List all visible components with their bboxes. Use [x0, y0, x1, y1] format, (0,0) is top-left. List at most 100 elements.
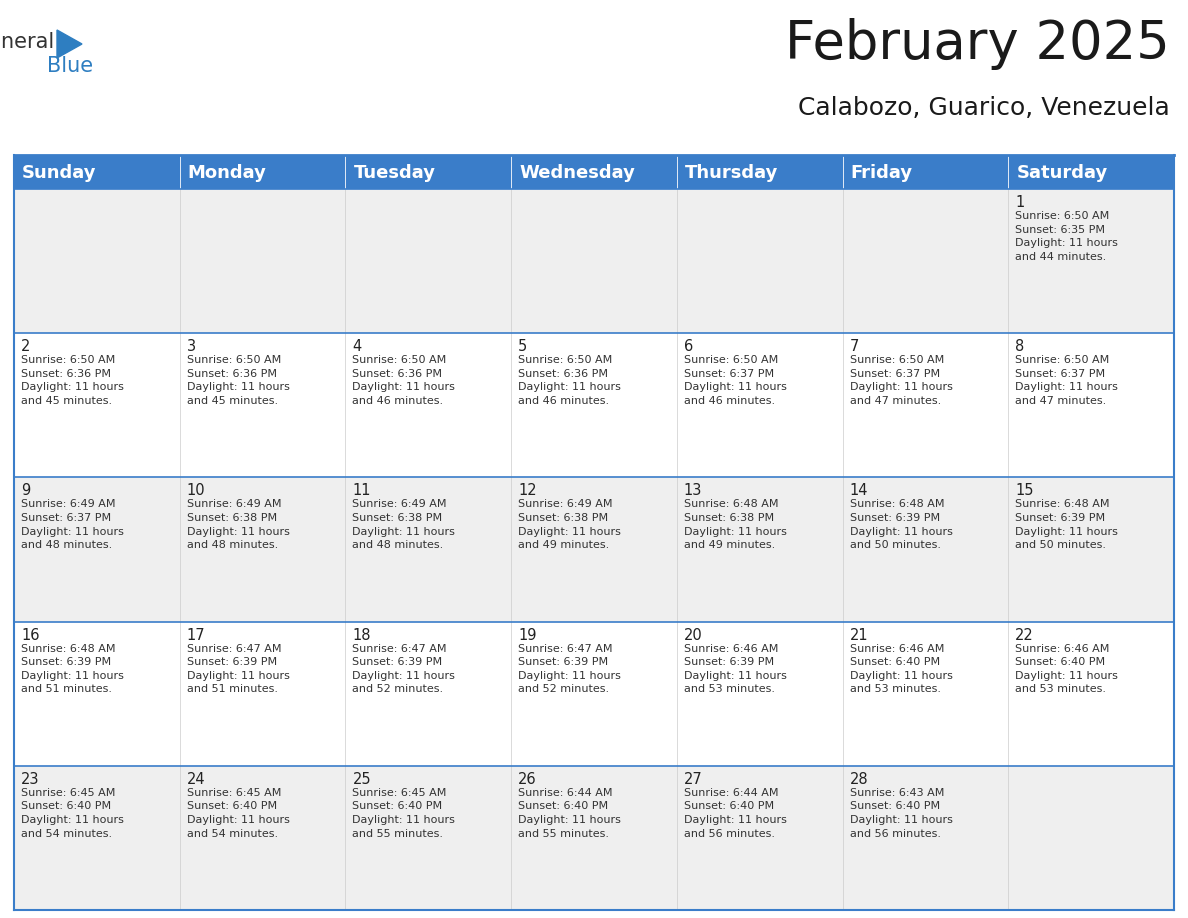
Bar	[677, 189, 842, 333]
Text: 28: 28	[849, 772, 868, 787]
Bar	[842, 621, 1009, 766]
Bar	[1009, 766, 1174, 910]
Text: Friday: Friday	[851, 164, 912, 182]
Text: Sunrise: 6:49 AM
Sunset: 6:37 PM
Daylight: 11 hours
and 48 minutes.: Sunrise: 6:49 AM Sunset: 6:37 PM Dayligh…	[21, 499, 124, 550]
Bar	[842, 333, 1009, 477]
Text: Sunrise: 6:48 AM
Sunset: 6:38 PM
Daylight: 11 hours
and 49 minutes.: Sunrise: 6:48 AM Sunset: 6:38 PM Dayligh…	[684, 499, 786, 550]
Bar	[511, 477, 677, 621]
Bar	[346, 189, 511, 333]
Bar	[346, 621, 511, 766]
Bar	[842, 155, 1009, 189]
Bar	[1009, 189, 1174, 333]
Bar	[14, 621, 179, 766]
Bar	[346, 477, 511, 621]
Text: Sunrise: 6:44 AM
Sunset: 6:40 PM
Daylight: 11 hours
and 56 minutes.: Sunrise: 6:44 AM Sunset: 6:40 PM Dayligh…	[684, 788, 786, 839]
Bar	[1009, 621, 1174, 766]
Text: 2: 2	[21, 339, 31, 354]
Text: 20: 20	[684, 628, 702, 643]
Text: 7: 7	[849, 339, 859, 354]
Text: 27: 27	[684, 772, 702, 787]
Bar	[14, 333, 179, 477]
Bar	[346, 155, 511, 189]
Text: Sunrise: 6:45 AM
Sunset: 6:40 PM
Daylight: 11 hours
and 54 minutes.: Sunrise: 6:45 AM Sunset: 6:40 PM Dayligh…	[187, 788, 290, 839]
Text: 13: 13	[684, 484, 702, 498]
Text: Wednesday: Wednesday	[519, 164, 636, 182]
Text: 4: 4	[353, 339, 361, 354]
Bar	[14, 766, 179, 910]
Text: Blue: Blue	[48, 56, 93, 76]
Text: 12: 12	[518, 484, 537, 498]
Text: Sunrise: 6:46 AM
Sunset: 6:40 PM
Daylight: 11 hours
and 53 minutes.: Sunrise: 6:46 AM Sunset: 6:40 PM Dayligh…	[849, 644, 953, 694]
Text: Sunrise: 6:50 AM
Sunset: 6:37 PM
Daylight: 11 hours
and 47 minutes.: Sunrise: 6:50 AM Sunset: 6:37 PM Dayligh…	[849, 355, 953, 406]
Text: Sunrise: 6:48 AM
Sunset: 6:39 PM
Daylight: 11 hours
and 50 minutes.: Sunrise: 6:48 AM Sunset: 6:39 PM Dayligh…	[1016, 499, 1118, 550]
Text: Sunrise: 6:45 AM
Sunset: 6:40 PM
Daylight: 11 hours
and 54 minutes.: Sunrise: 6:45 AM Sunset: 6:40 PM Dayligh…	[21, 788, 124, 839]
Text: Sunrise: 6:48 AM
Sunset: 6:39 PM
Daylight: 11 hours
and 50 minutes.: Sunrise: 6:48 AM Sunset: 6:39 PM Dayligh…	[849, 499, 953, 550]
Text: Sunrise: 6:47 AM
Sunset: 6:39 PM
Daylight: 11 hours
and 51 minutes.: Sunrise: 6:47 AM Sunset: 6:39 PM Dayligh…	[187, 644, 290, 694]
Bar	[511, 189, 677, 333]
Text: 21: 21	[849, 628, 868, 643]
Bar	[842, 189, 1009, 333]
Bar	[179, 155, 346, 189]
Bar	[677, 333, 842, 477]
Text: 1: 1	[1016, 195, 1024, 210]
Bar	[511, 621, 677, 766]
Text: 5: 5	[518, 339, 527, 354]
Text: Thursday: Thursday	[684, 164, 778, 182]
Text: Sunrise: 6:49 AM
Sunset: 6:38 PM
Daylight: 11 hours
and 49 minutes.: Sunrise: 6:49 AM Sunset: 6:38 PM Dayligh…	[518, 499, 621, 550]
Text: Monday: Monday	[188, 164, 266, 182]
Text: 9: 9	[21, 484, 30, 498]
Bar	[511, 155, 677, 189]
Text: 23: 23	[21, 772, 39, 787]
Text: Calabozo, Guarico, Venezuela: Calabozo, Guarico, Venezuela	[798, 96, 1170, 120]
Text: 11: 11	[353, 484, 371, 498]
Bar	[842, 477, 1009, 621]
Bar	[14, 155, 179, 189]
Text: Tuesday: Tuesday	[353, 164, 436, 182]
Text: 6: 6	[684, 339, 693, 354]
Text: 3: 3	[187, 339, 196, 354]
Bar	[1009, 477, 1174, 621]
Bar	[346, 333, 511, 477]
Text: 15: 15	[1016, 484, 1034, 498]
Text: Sunrise: 6:50 AM
Sunset: 6:36 PM
Daylight: 11 hours
and 46 minutes.: Sunrise: 6:50 AM Sunset: 6:36 PM Dayligh…	[518, 355, 621, 406]
Bar	[346, 766, 511, 910]
Bar	[842, 766, 1009, 910]
Text: 17: 17	[187, 628, 206, 643]
Text: Sunrise: 6:46 AM
Sunset: 6:39 PM
Daylight: 11 hours
and 53 minutes.: Sunrise: 6:46 AM Sunset: 6:39 PM Dayligh…	[684, 644, 786, 694]
Text: Sunrise: 6:50 AM
Sunset: 6:36 PM
Daylight: 11 hours
and 45 minutes.: Sunrise: 6:50 AM Sunset: 6:36 PM Dayligh…	[187, 355, 290, 406]
Text: 25: 25	[353, 772, 371, 787]
Text: 18: 18	[353, 628, 371, 643]
Text: Sunrise: 6:43 AM
Sunset: 6:40 PM
Daylight: 11 hours
and 56 minutes.: Sunrise: 6:43 AM Sunset: 6:40 PM Dayligh…	[849, 788, 953, 839]
Text: Sunrise: 6:46 AM
Sunset: 6:40 PM
Daylight: 11 hours
and 53 minutes.: Sunrise: 6:46 AM Sunset: 6:40 PM Dayligh…	[1016, 644, 1118, 694]
Text: Sunrise: 6:50 AM
Sunset: 6:36 PM
Daylight: 11 hours
and 46 minutes.: Sunrise: 6:50 AM Sunset: 6:36 PM Dayligh…	[353, 355, 455, 406]
Bar	[677, 155, 842, 189]
Bar	[179, 621, 346, 766]
Bar	[14, 477, 179, 621]
Text: Sunrise: 6:47 AM
Sunset: 6:39 PM
Daylight: 11 hours
and 52 minutes.: Sunrise: 6:47 AM Sunset: 6:39 PM Dayligh…	[353, 644, 455, 694]
Text: Sunrise: 6:49 AM
Sunset: 6:38 PM
Daylight: 11 hours
and 48 minutes.: Sunrise: 6:49 AM Sunset: 6:38 PM Dayligh…	[187, 499, 290, 550]
Text: Sunday: Sunday	[23, 164, 96, 182]
Bar	[1009, 155, 1174, 189]
Bar	[14, 189, 179, 333]
Bar	[511, 333, 677, 477]
Text: 16: 16	[21, 628, 39, 643]
Bar	[179, 189, 346, 333]
Text: Sunrise: 6:45 AM
Sunset: 6:40 PM
Daylight: 11 hours
and 55 minutes.: Sunrise: 6:45 AM Sunset: 6:40 PM Dayligh…	[353, 788, 455, 839]
Bar	[677, 766, 842, 910]
Text: February 2025: February 2025	[785, 18, 1170, 70]
Bar	[677, 477, 842, 621]
Bar	[511, 766, 677, 910]
Text: Sunrise: 6:50 AM
Sunset: 6:36 PM
Daylight: 11 hours
and 45 minutes.: Sunrise: 6:50 AM Sunset: 6:36 PM Dayligh…	[21, 355, 124, 406]
Bar	[179, 333, 346, 477]
Text: Saturday: Saturday	[1016, 164, 1107, 182]
Text: Sunrise: 6:44 AM
Sunset: 6:40 PM
Daylight: 11 hours
and 55 minutes.: Sunrise: 6:44 AM Sunset: 6:40 PM Dayligh…	[518, 788, 621, 839]
Text: 22: 22	[1016, 628, 1034, 643]
Text: 10: 10	[187, 484, 206, 498]
Text: Sunrise: 6:48 AM
Sunset: 6:39 PM
Daylight: 11 hours
and 51 minutes.: Sunrise: 6:48 AM Sunset: 6:39 PM Dayligh…	[21, 644, 124, 694]
Bar	[677, 621, 842, 766]
Text: General: General	[0, 32, 55, 52]
Text: 24: 24	[187, 772, 206, 787]
Bar	[179, 477, 346, 621]
Text: Sunrise: 6:49 AM
Sunset: 6:38 PM
Daylight: 11 hours
and 48 minutes.: Sunrise: 6:49 AM Sunset: 6:38 PM Dayligh…	[353, 499, 455, 550]
Text: 8: 8	[1016, 339, 1024, 354]
